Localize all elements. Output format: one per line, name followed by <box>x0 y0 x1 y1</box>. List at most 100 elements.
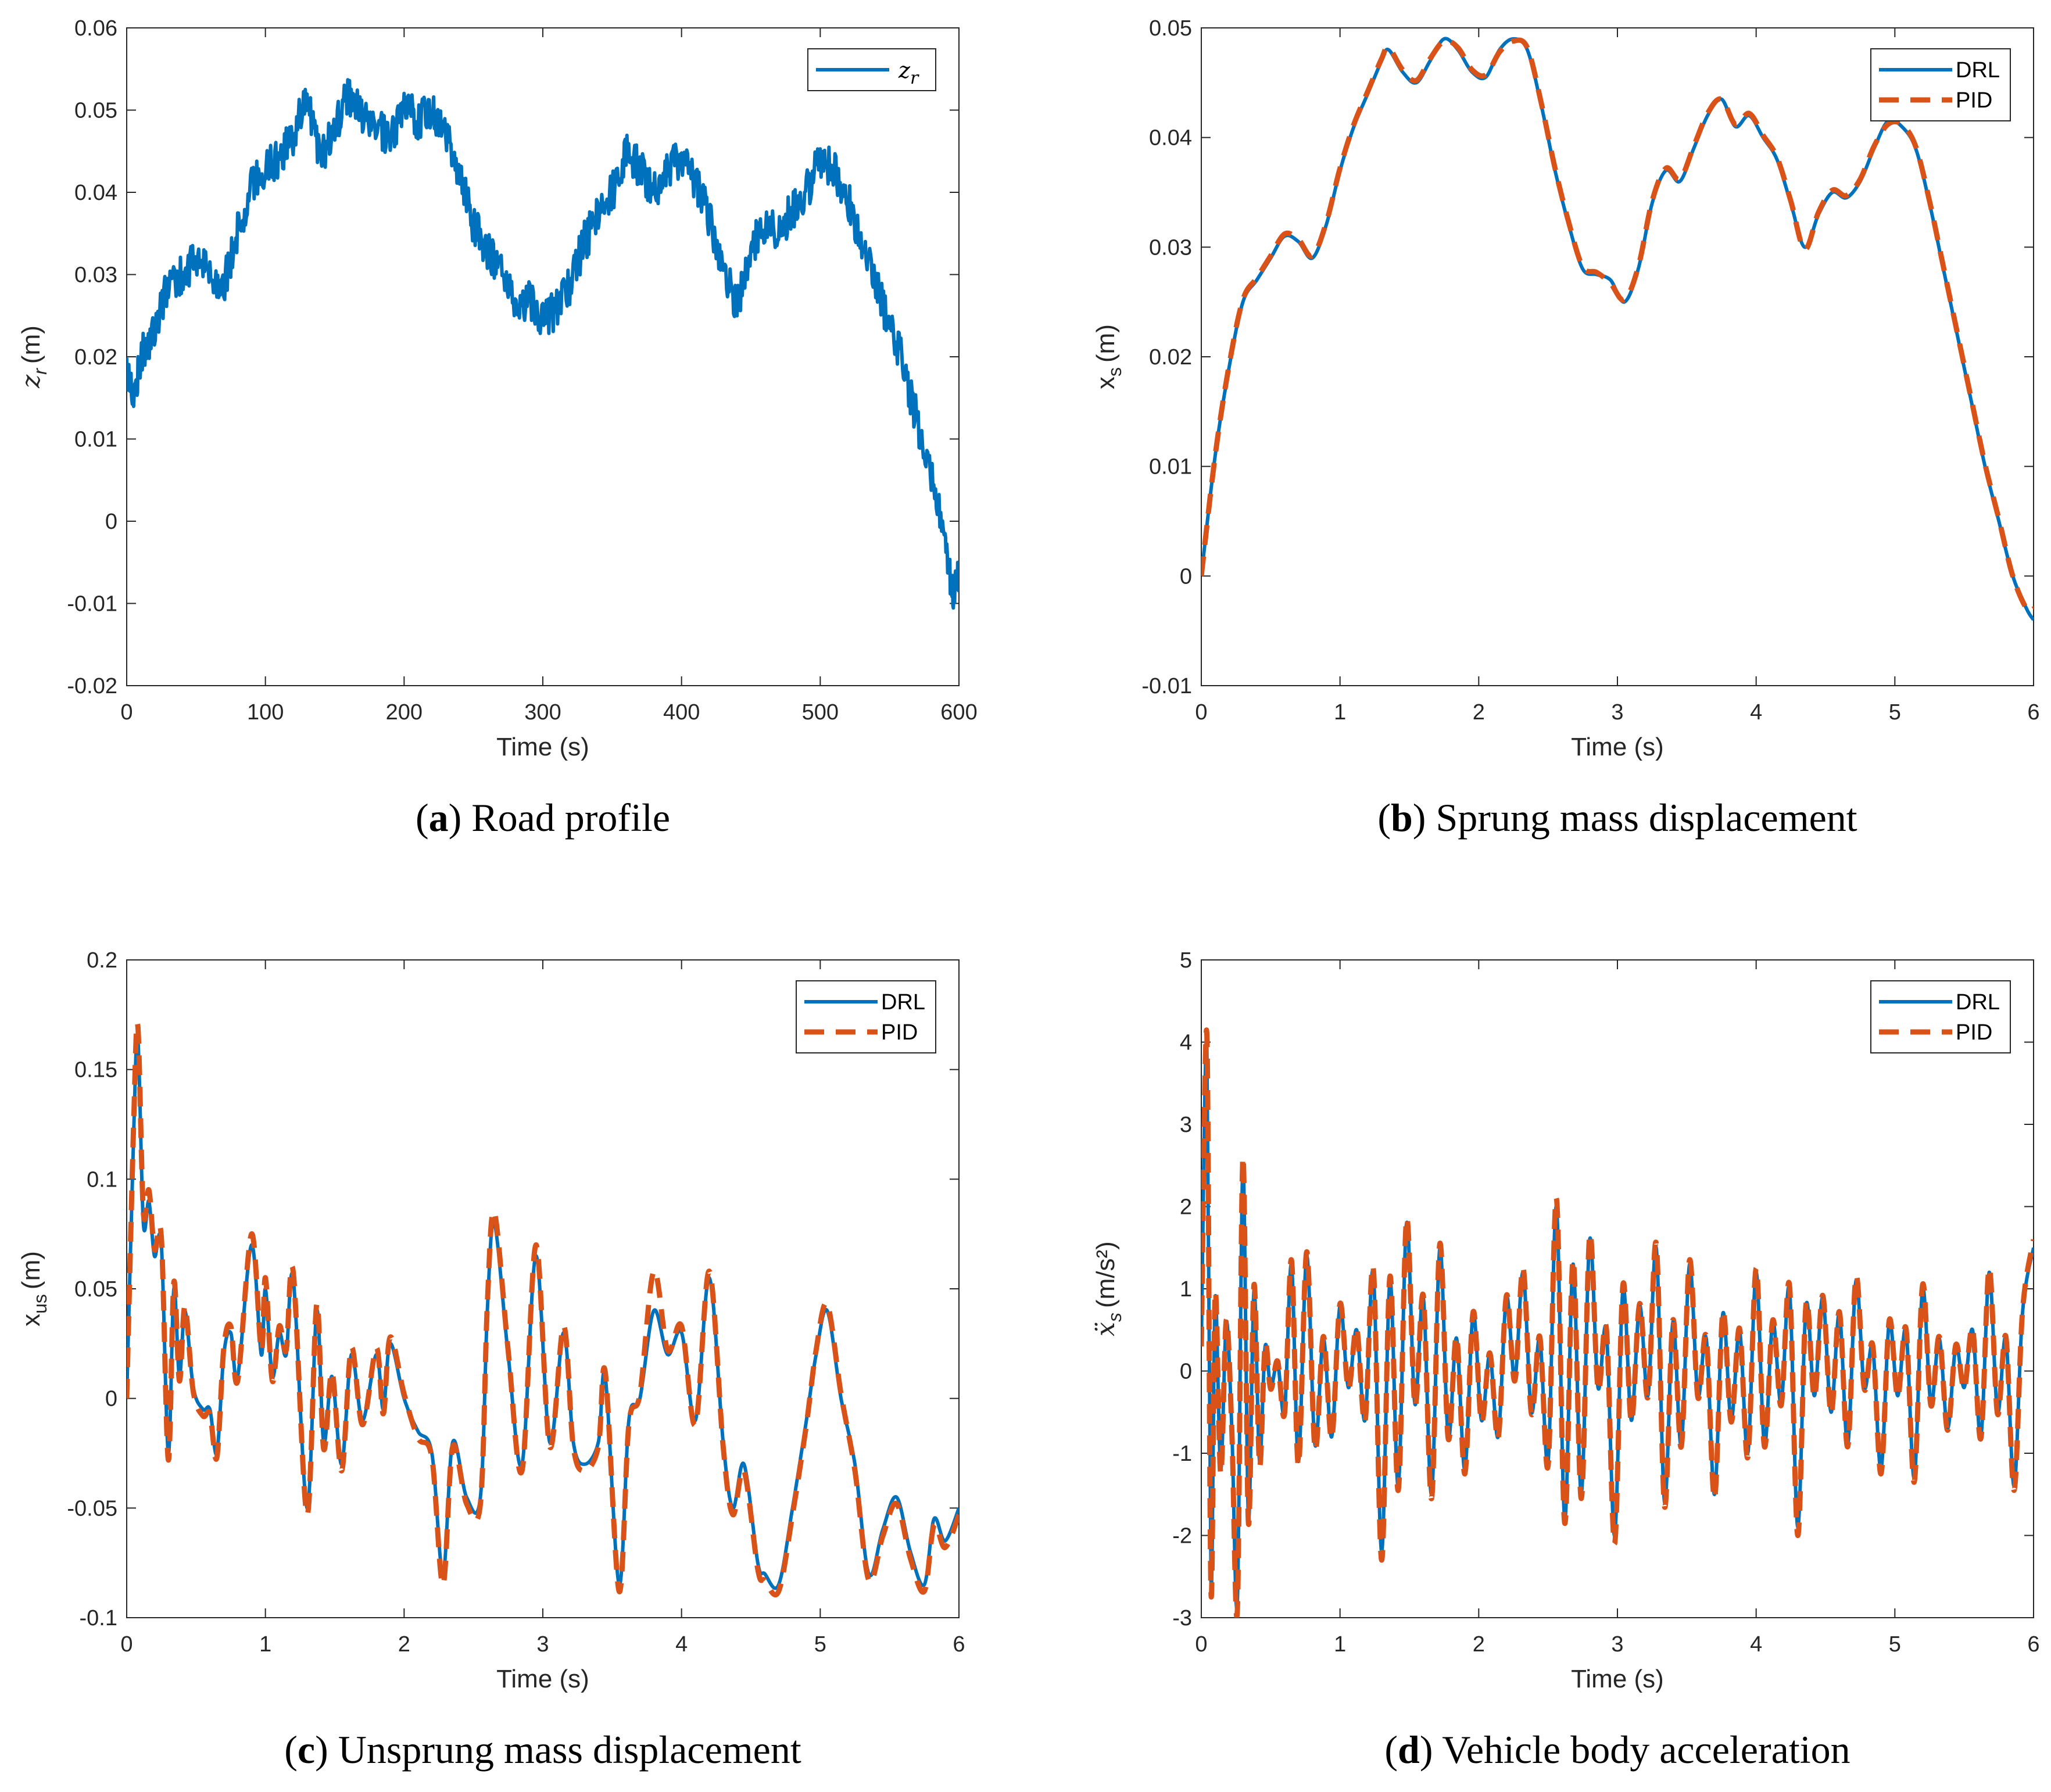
y-tick-label: 1 <box>1180 1277 1192 1302</box>
legend: DRL PID <box>1870 980 2011 1053</box>
legend-label: PID <box>1956 1020 1992 1045</box>
legend-label: DRL <box>881 990 925 1015</box>
legend-label: DRL <box>1956 990 2000 1015</box>
y-tick-label: 0.01 <box>1149 455 1192 479</box>
x-tick-label: 0 <box>1195 700 1207 725</box>
y-tick-label: 0 <box>1180 1360 1192 1384</box>
x-tick-label: 200 <box>386 700 423 725</box>
legend-label: PID <box>1956 88 1992 113</box>
y-tick-label: -2 <box>1172 1524 1192 1549</box>
y-tick-label: -0.01 <box>1141 674 1192 698</box>
y-tick-label: 0.2 <box>87 948 117 973</box>
axes-box <box>1201 27 2034 686</box>
x-tick-label: 6 <box>2027 700 2039 725</box>
legend-box <box>1870 48 2011 121</box>
legend: DRL PID <box>796 980 936 1053</box>
y-tick-label: -3 <box>1172 1606 1192 1630</box>
x-tick-label: 3 <box>1611 700 1623 725</box>
x-tick-label: 6 <box>953 1632 965 1657</box>
x-axis-label: Time (s) <box>496 733 589 761</box>
y-tick-label: -0.01 <box>67 592 117 617</box>
x-tick-label: 4 <box>1750 1632 1762 1657</box>
legend-label: DRL <box>1956 58 2000 83</box>
y-tick-label: 0.15 <box>74 1058 117 1083</box>
y-tick-label: 0.1 <box>87 1167 117 1192</box>
x-tick-label: 6 <box>2027 1632 2039 1657</box>
chart-d: 0 1 2 3 4 5 6 -3 -2 -1 0 1 2 3 4 5 Time (s) ẍs(m/s²) DRL PI… <box>1091 948 2040 1772</box>
x-tick-label: 300 <box>524 700 561 725</box>
y-tick-label: 0.03 <box>74 263 117 288</box>
x-tick-label: 3 <box>1611 1632 1623 1657</box>
y-tick-label: 0 <box>105 1387 117 1411</box>
y-tick-label: 0.05 <box>74 1277 117 1302</box>
x-tick-label: 600 <box>940 700 977 725</box>
x-tick-label: 3 <box>536 1632 549 1657</box>
series-line-pid <box>127 1020 959 1598</box>
caption: (b) Sprung mass displacement <box>1377 795 1857 840</box>
legend-label: PID <box>881 1020 918 1045</box>
plot-area <box>1201 37 2034 621</box>
x-axis-label: Time (s) <box>496 1665 589 1693</box>
x-tick-label: 5 <box>1889 700 1901 725</box>
plot-area <box>1201 1027 2034 1618</box>
x-axis-label: Time (s) <box>1571 733 1664 761</box>
x-tick-label: 5 <box>1889 1632 1901 1657</box>
series-line-pid <box>1201 1027 2034 1618</box>
y-axis-label: xus(m) <box>17 1251 51 1327</box>
y-tick-label: -0.05 <box>67 1496 117 1521</box>
x-tick-label: 0 <box>120 1632 133 1657</box>
x-tick-label: 4 <box>675 1632 688 1657</box>
legend-box <box>796 980 936 1053</box>
y-tick-label: 0.05 <box>74 99 117 123</box>
x-tick-label: 1 <box>259 1632 271 1657</box>
y-tick-label: 0 <box>1180 564 1192 589</box>
x-tick-label: 0 <box>120 700 133 725</box>
x-tick-label: 100 <box>247 700 284 725</box>
y-tick-label: 0.04 <box>1149 126 1192 150</box>
x-tick-label: 2 <box>398 1632 410 1657</box>
legend-box <box>1870 980 2011 1053</box>
y-tick-label: 0.03 <box>1149 235 1192 260</box>
x-tick-label: 4 <box>1750 700 1762 725</box>
caption: (a) Road profile <box>416 795 670 840</box>
legend: zr <box>807 48 936 91</box>
caption: (d) Vehicle body acceleration <box>1384 1728 1850 1772</box>
y-tick-label: 2 <box>1180 1195 1192 1220</box>
series-line-pid <box>1201 37 2034 614</box>
chart-c: 0 1 2 3 4 5 6 -0.1 -0.05 0 0.05 0.1 0.15 0.2 Time (s) x… <box>17 948 965 1772</box>
x-tick-label: 0 <box>1195 1632 1207 1657</box>
y-tick-label: 3 <box>1180 1113 1192 1137</box>
y-tick-label: -1 <box>1172 1442 1192 1466</box>
x-tick-label: 2 <box>1473 700 1485 725</box>
y-axis-label: xs(m) <box>1091 324 1125 389</box>
series-line-drl <box>127 1032 959 1590</box>
y-tick-label: 0.02 <box>74 345 117 370</box>
series-line-z-r <box>127 78 959 610</box>
y-tick-label: -0.1 <box>80 1606 117 1630</box>
legend-label: zr <box>898 58 919 88</box>
x-tick-label: 1 <box>1334 700 1346 725</box>
plot-area <box>127 78 959 610</box>
y-tick-label: 5 <box>1180 948 1192 973</box>
x-tick-label: 400 <box>663 700 700 725</box>
y-tick-label: 0.06 <box>74 16 117 41</box>
y-tick-label: 0 <box>105 510 117 534</box>
chart-a: 0 100 200 300 400 500 600 -0.02 -0.01 0 0.01 0.02 0.… <box>16 16 978 840</box>
y-tick-label: 0.01 <box>74 428 117 452</box>
legend: DRL PID <box>1870 48 2011 121</box>
plot-area <box>127 1020 959 1598</box>
y-tick-label: 0.02 <box>1149 345 1192 370</box>
y-tick-label: 0.04 <box>74 181 117 205</box>
y-tick-label: 4 <box>1180 1031 1192 1055</box>
x-tick-label: 5 <box>814 1632 826 1657</box>
y-tick-label: -0.02 <box>67 674 117 698</box>
y-axis-label: zr(m) <box>16 325 51 389</box>
axes-box <box>126 959 960 1618</box>
y-axis-label: ẍs(m/s²) <box>1091 1241 1125 1336</box>
x-tick-label: 500 <box>802 700 839 725</box>
x-tick-label: 1 <box>1334 1632 1346 1657</box>
x-tick-label: 2 <box>1473 1632 1485 1657</box>
y-tick-label: 0.05 <box>1149 16 1192 41</box>
